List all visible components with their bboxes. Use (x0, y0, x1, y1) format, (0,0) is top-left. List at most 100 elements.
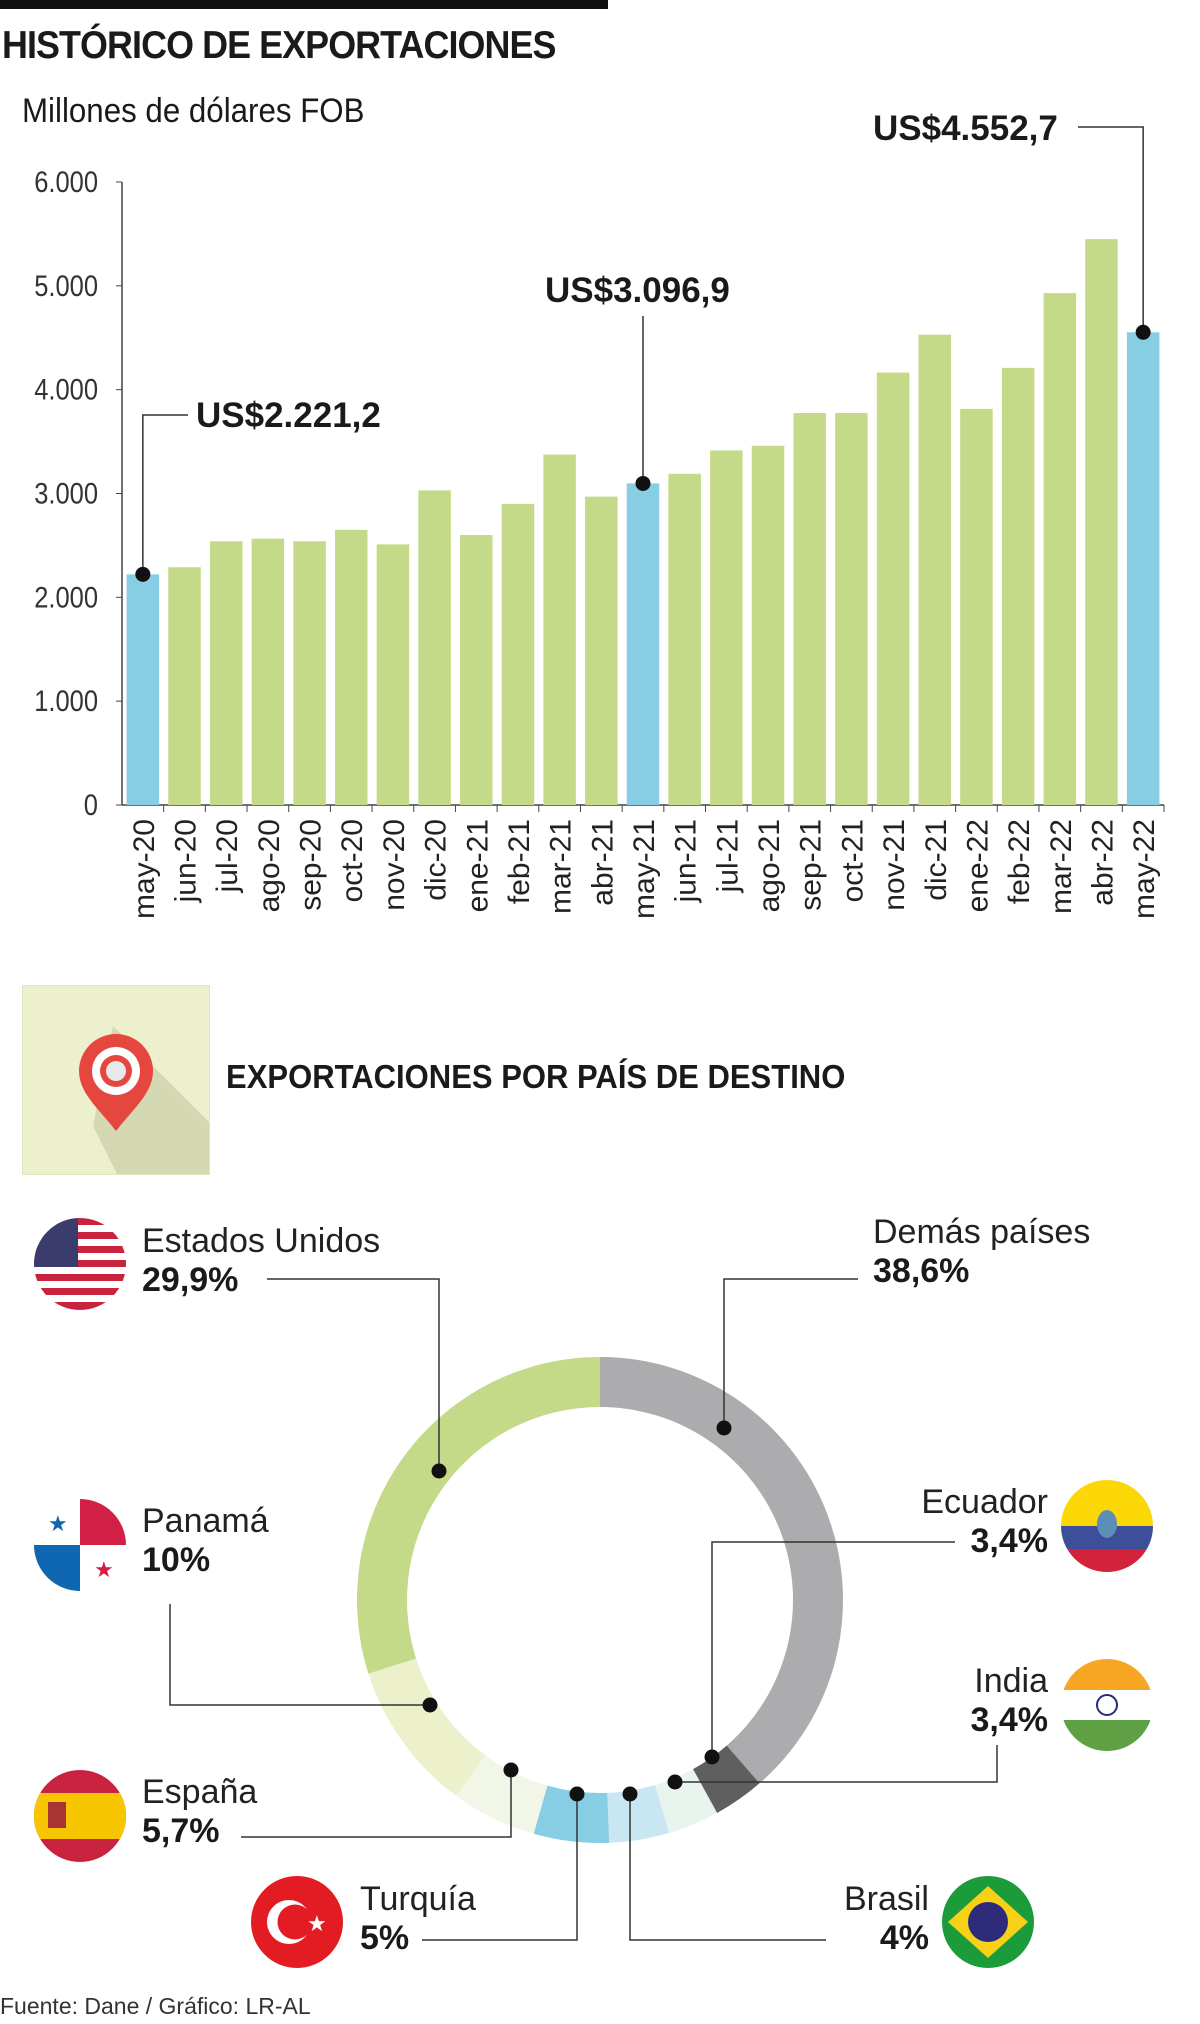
label-turquia: Turquía 5% (360, 1880, 476, 1958)
x-tick-label: may-20 (128, 819, 161, 919)
country-name: Turquía (360, 1880, 476, 1918)
bar-sep-21 (793, 413, 826, 805)
bar-abr-22 (1085, 239, 1118, 805)
y-tick-label: 5.000 (34, 269, 98, 302)
x-tick-label: feb-22 (1003, 819, 1036, 904)
leader-espana-dot (503, 1762, 519, 1778)
x-tick-label: may-22 (1128, 819, 1161, 919)
bar-feb-21 (501, 503, 535, 805)
leader-demas-paises-dot (716, 1420, 732, 1436)
x-tick-label: oct-20 (336, 819, 369, 902)
bar-jul-21 (710, 450, 743, 805)
annotation-dot (135, 566, 151, 582)
country-name: España (142, 1773, 258, 1811)
annotation-dot (1135, 324, 1151, 340)
x-tick-label: sep-20 (295, 819, 328, 911)
slice-estados-unidos (356, 1357, 600, 1674)
bar-ene-22 (960, 408, 993, 805)
chart-title: HISTÓRICO DE EXPORTACIONES (2, 24, 556, 67)
slice-demás-países (600, 1357, 843, 1784)
leader-brasil-dot (622, 1786, 638, 1802)
bar-chart: 0 1.000 2.000 3.000 4.000 5.000 6.000 may-20 jun… (34, 109, 1165, 919)
leader-india (675, 1745, 998, 1783)
usa-flag-icon (34, 1218, 126, 1310)
annotation-label: US$3.096,9 (545, 271, 730, 310)
spain-flag-icon (34, 1770, 126, 1862)
leader-demas-paises (723, 1278, 858, 1428)
x-tick-label: dic-21 (920, 819, 953, 901)
bar-feb-22 (1001, 367, 1035, 805)
country-name: Brasil (843, 1880, 929, 1918)
chart-unit-label: Millones de dólares FOB (22, 92, 365, 130)
country-pct: 5% (360, 1919, 410, 1957)
x-tick-label: nov-20 (378, 819, 411, 911)
leader-espana (241, 1770, 512, 1838)
panama-flag-icon: ★ ★ (34, 1499, 126, 1591)
country-pct: 38,6% (873, 1252, 970, 1290)
country-pct: 3,4% (970, 1522, 1049, 1560)
ecuador-flag-icon (1061, 1480, 1153, 1572)
leader-ecuador-dot (704, 1749, 720, 1765)
annotation-dot (635, 475, 651, 491)
bar-may-20 (126, 574, 160, 805)
location-pin-icon (22, 985, 210, 1175)
y-tick-label: 6.000 (34, 165, 98, 198)
label-demas-paises: Demás países 38,6% (873, 1213, 1090, 1291)
leader-panama-dot (422, 1697, 438, 1713)
bar-ene-21 (460, 535, 493, 805)
x-tick-label: abr-21 (586, 819, 619, 906)
y-tick-label: 0 (84, 788, 98, 821)
country-name: Demás países (873, 1213, 1091, 1251)
y-tick-label: 2.000 (34, 580, 98, 613)
x-tick-label: feb-21 (503, 819, 536, 904)
bar-nov-21 (876, 372, 910, 805)
slice-españa (455, 1755, 548, 1834)
country-name: Estados Unidos (142, 1222, 381, 1260)
leader-panama (169, 1604, 430, 1706)
label-india: India 3,4% (971, 1662, 1049, 1740)
label-ecuador: Ecuador 3,4% (921, 1483, 1048, 1561)
bar-sep-20 (293, 541, 326, 805)
label-espana: España 5,7% (142, 1773, 257, 1851)
leader-india-dot (667, 1774, 683, 1790)
x-tick-label: dic-20 (420, 819, 453, 901)
slice-turquía (533, 1785, 610, 1843)
slice-brasil (607, 1784, 670, 1843)
x-tick-label: jul-21 (711, 819, 744, 893)
x-tick-label: mar-22 (1045, 819, 1078, 914)
bar-ago-21 (751, 445, 785, 805)
country-pct: 29,9% (142, 1261, 239, 1299)
leader-estados-unidos (267, 1278, 440, 1471)
x-tick-label: nov-21 (878, 819, 911, 911)
x-tick-label: ene-22 (961, 819, 994, 912)
svg-text:★: ★ (48, 1511, 68, 1536)
brazil-flag-icon (942, 1876, 1034, 1968)
x-tick-label: ago-21 (753, 819, 786, 912)
slice-panamá (368, 1658, 486, 1796)
y-tick-label: 3.000 (34, 477, 98, 510)
india-flag-icon (1061, 1659, 1153, 1751)
bar-dic-20 (418, 490, 451, 805)
section-title: EXPORTACIONES POR PAÍS DE DESTINO (226, 1058, 846, 1095)
source-note: Fuente: Dane / Gráfico: LR-AL (0, 1993, 311, 2019)
svg-text:★: ★ (94, 1557, 114, 1582)
top-rule (0, 0, 608, 9)
bar-mar-21 (543, 454, 576, 805)
x-tick-label: oct-21 (836, 819, 869, 902)
x-tick-label: ago-20 (253, 819, 286, 912)
y-tick-label: 4.000 (34, 373, 98, 406)
bar-nov-20 (376, 544, 410, 805)
country-pct: 10% (142, 1541, 211, 1579)
x-tick-label: jun-21 (670, 819, 703, 903)
bar-abr-21 (585, 496, 618, 805)
leader-turquia-dot (569, 1786, 585, 1802)
x-tick-label: sep-21 (795, 819, 828, 911)
label-panama: Panamá 10% (142, 1502, 269, 1580)
leader-estados-unidos-dot (431, 1463, 447, 1479)
annotation-leader-line (142, 414, 188, 575)
svg-text:★: ★ (307, 1911, 327, 1936)
bar-ago-20 (251, 538, 285, 805)
label-estados-unidos: Estados Unidos 29,9% (142, 1222, 380, 1300)
country-pct: 3,4% (970, 1701, 1049, 1739)
